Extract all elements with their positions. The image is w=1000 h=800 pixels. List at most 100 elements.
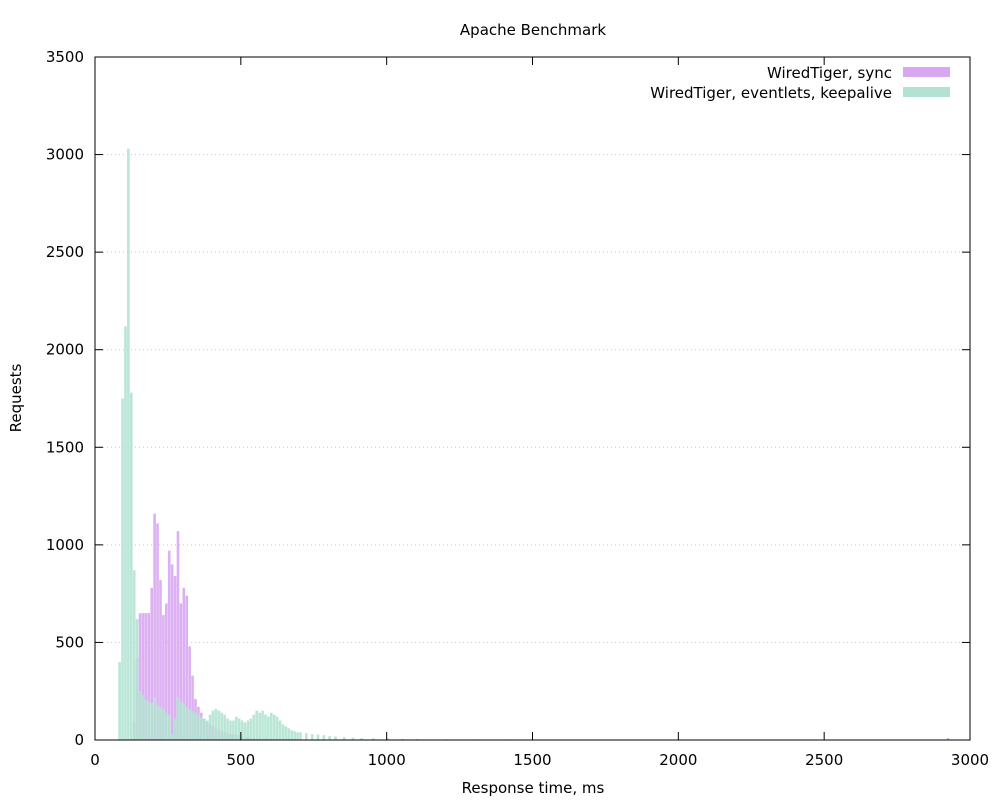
bar: [232, 720, 235, 740]
y-tick-label: 2000: [46, 341, 84, 359]
x-tick-label: 0: [90, 751, 100, 769]
bar: [162, 615, 165, 740]
y-tick-label: 3500: [46, 48, 84, 66]
bar: [170, 564, 174, 740]
bar: [185, 706, 189, 740]
x-axis: 0 500 1000 1500 2000 2500 3000: [90, 57, 989, 769]
bar: [124, 326, 127, 740]
bar: [138, 691, 142, 740]
bar: [202, 718, 206, 740]
x-tick-label: 500: [227, 751, 256, 769]
bar: [153, 697, 156, 740]
x-axis-label: Response time, ms: [462, 779, 605, 797]
bar: [229, 720, 232, 740]
bar: [150, 702, 154, 740]
y-axis: 0 500 1000 1500 2000 2500 3000 3500: [46, 48, 970, 749]
bar: [296, 732, 299, 740]
plot-frame: [94, 56, 971, 741]
bar: [237, 718, 241, 740]
legend: WiredTiger, sync WiredTiger, eventlets, k…: [650, 64, 950, 102]
bar: [121, 398, 124, 740]
bar: [290, 730, 294, 740]
bar: [299, 732, 302, 740]
x-tick-label: 1000: [368, 751, 406, 769]
bar: [243, 722, 247, 740]
chart-title: Apache Benchmark: [460, 21, 606, 39]
bar: [316, 734, 320, 740]
bar: [261, 710, 264, 740]
bar: [144, 613, 148, 740]
bar: [328, 736, 331, 740]
bar: [132, 570, 136, 740]
bar: [281, 724, 285, 740]
bar: [141, 613, 145, 740]
bar: [127, 148, 130, 740]
bar: [191, 675, 194, 740]
bar: [159, 579, 162, 740]
bar: [185, 595, 189, 740]
bar: [946, 738, 950, 740]
bar: [167, 550, 171, 740]
bar: [130, 392, 133, 740]
bar: [173, 576, 177, 740]
y-tick-label: 0: [74, 731, 84, 749]
bar: [386, 738, 390, 740]
bar: [147, 613, 151, 740]
bar: [118, 661, 121, 740]
bar: [267, 716, 270, 740]
bar: [176, 531, 180, 740]
bar: [173, 718, 177, 740]
series-2-bars: [118, 148, 623, 740]
bar: [170, 734, 174, 740]
y-gridlines: [95, 154, 970, 643]
bar: [249, 718, 253, 740]
bar: [188, 646, 191, 740]
bar: [208, 714, 212, 740]
bar: [272, 714, 276, 740]
bar: [200, 716, 203, 740]
bar: [179, 700, 183, 740]
bar: [342, 737, 346, 740]
x-tick-label: 2000: [659, 751, 697, 769]
legend-label: WiredTiger, eventlets, keepalive: [650, 84, 892, 102]
legend-label: WiredTiger, sync: [767, 64, 892, 82]
bar: [226, 718, 229, 740]
bar: [191, 710, 194, 740]
bar: [167, 714, 171, 740]
bar: [138, 613, 142, 740]
x-tick-label: 1500: [513, 751, 551, 769]
legend-swatch: [903, 67, 950, 77]
y-tick-label: 1000: [46, 536, 84, 554]
y-tick-label: 1500: [46, 438, 84, 456]
bar: [162, 708, 165, 740]
bar: [287, 728, 291, 740]
bar: [372, 738, 375, 740]
bar: [197, 714, 200, 740]
series-1-bars: [132, 513, 950, 740]
bar: [150, 587, 154, 740]
bar: [165, 603, 168, 740]
bar: [176, 697, 180, 740]
y-tick-label: 500: [55, 633, 84, 651]
bar: [235, 716, 238, 740]
bar: [223, 714, 226, 740]
y-tick-label: 2500: [46, 243, 84, 261]
bar: [182, 587, 186, 740]
bar: [334, 736, 337, 740]
bar: [211, 710, 215, 740]
bar: [144, 699, 148, 740]
bar: [240, 720, 244, 740]
bar: [401, 738, 404, 740]
bar: [264, 714, 267, 740]
bar: [351, 737, 355, 740]
bar: [179, 603, 183, 740]
bar: [278, 720, 282, 740]
x-tick-label: 3000: [951, 751, 989, 769]
bar: [258, 712, 261, 740]
bar: [270, 712, 273, 740]
x-tick-label: 2500: [805, 751, 843, 769]
bar: [182, 702, 186, 740]
bar: [156, 523, 159, 740]
bar: [322, 735, 326, 740]
